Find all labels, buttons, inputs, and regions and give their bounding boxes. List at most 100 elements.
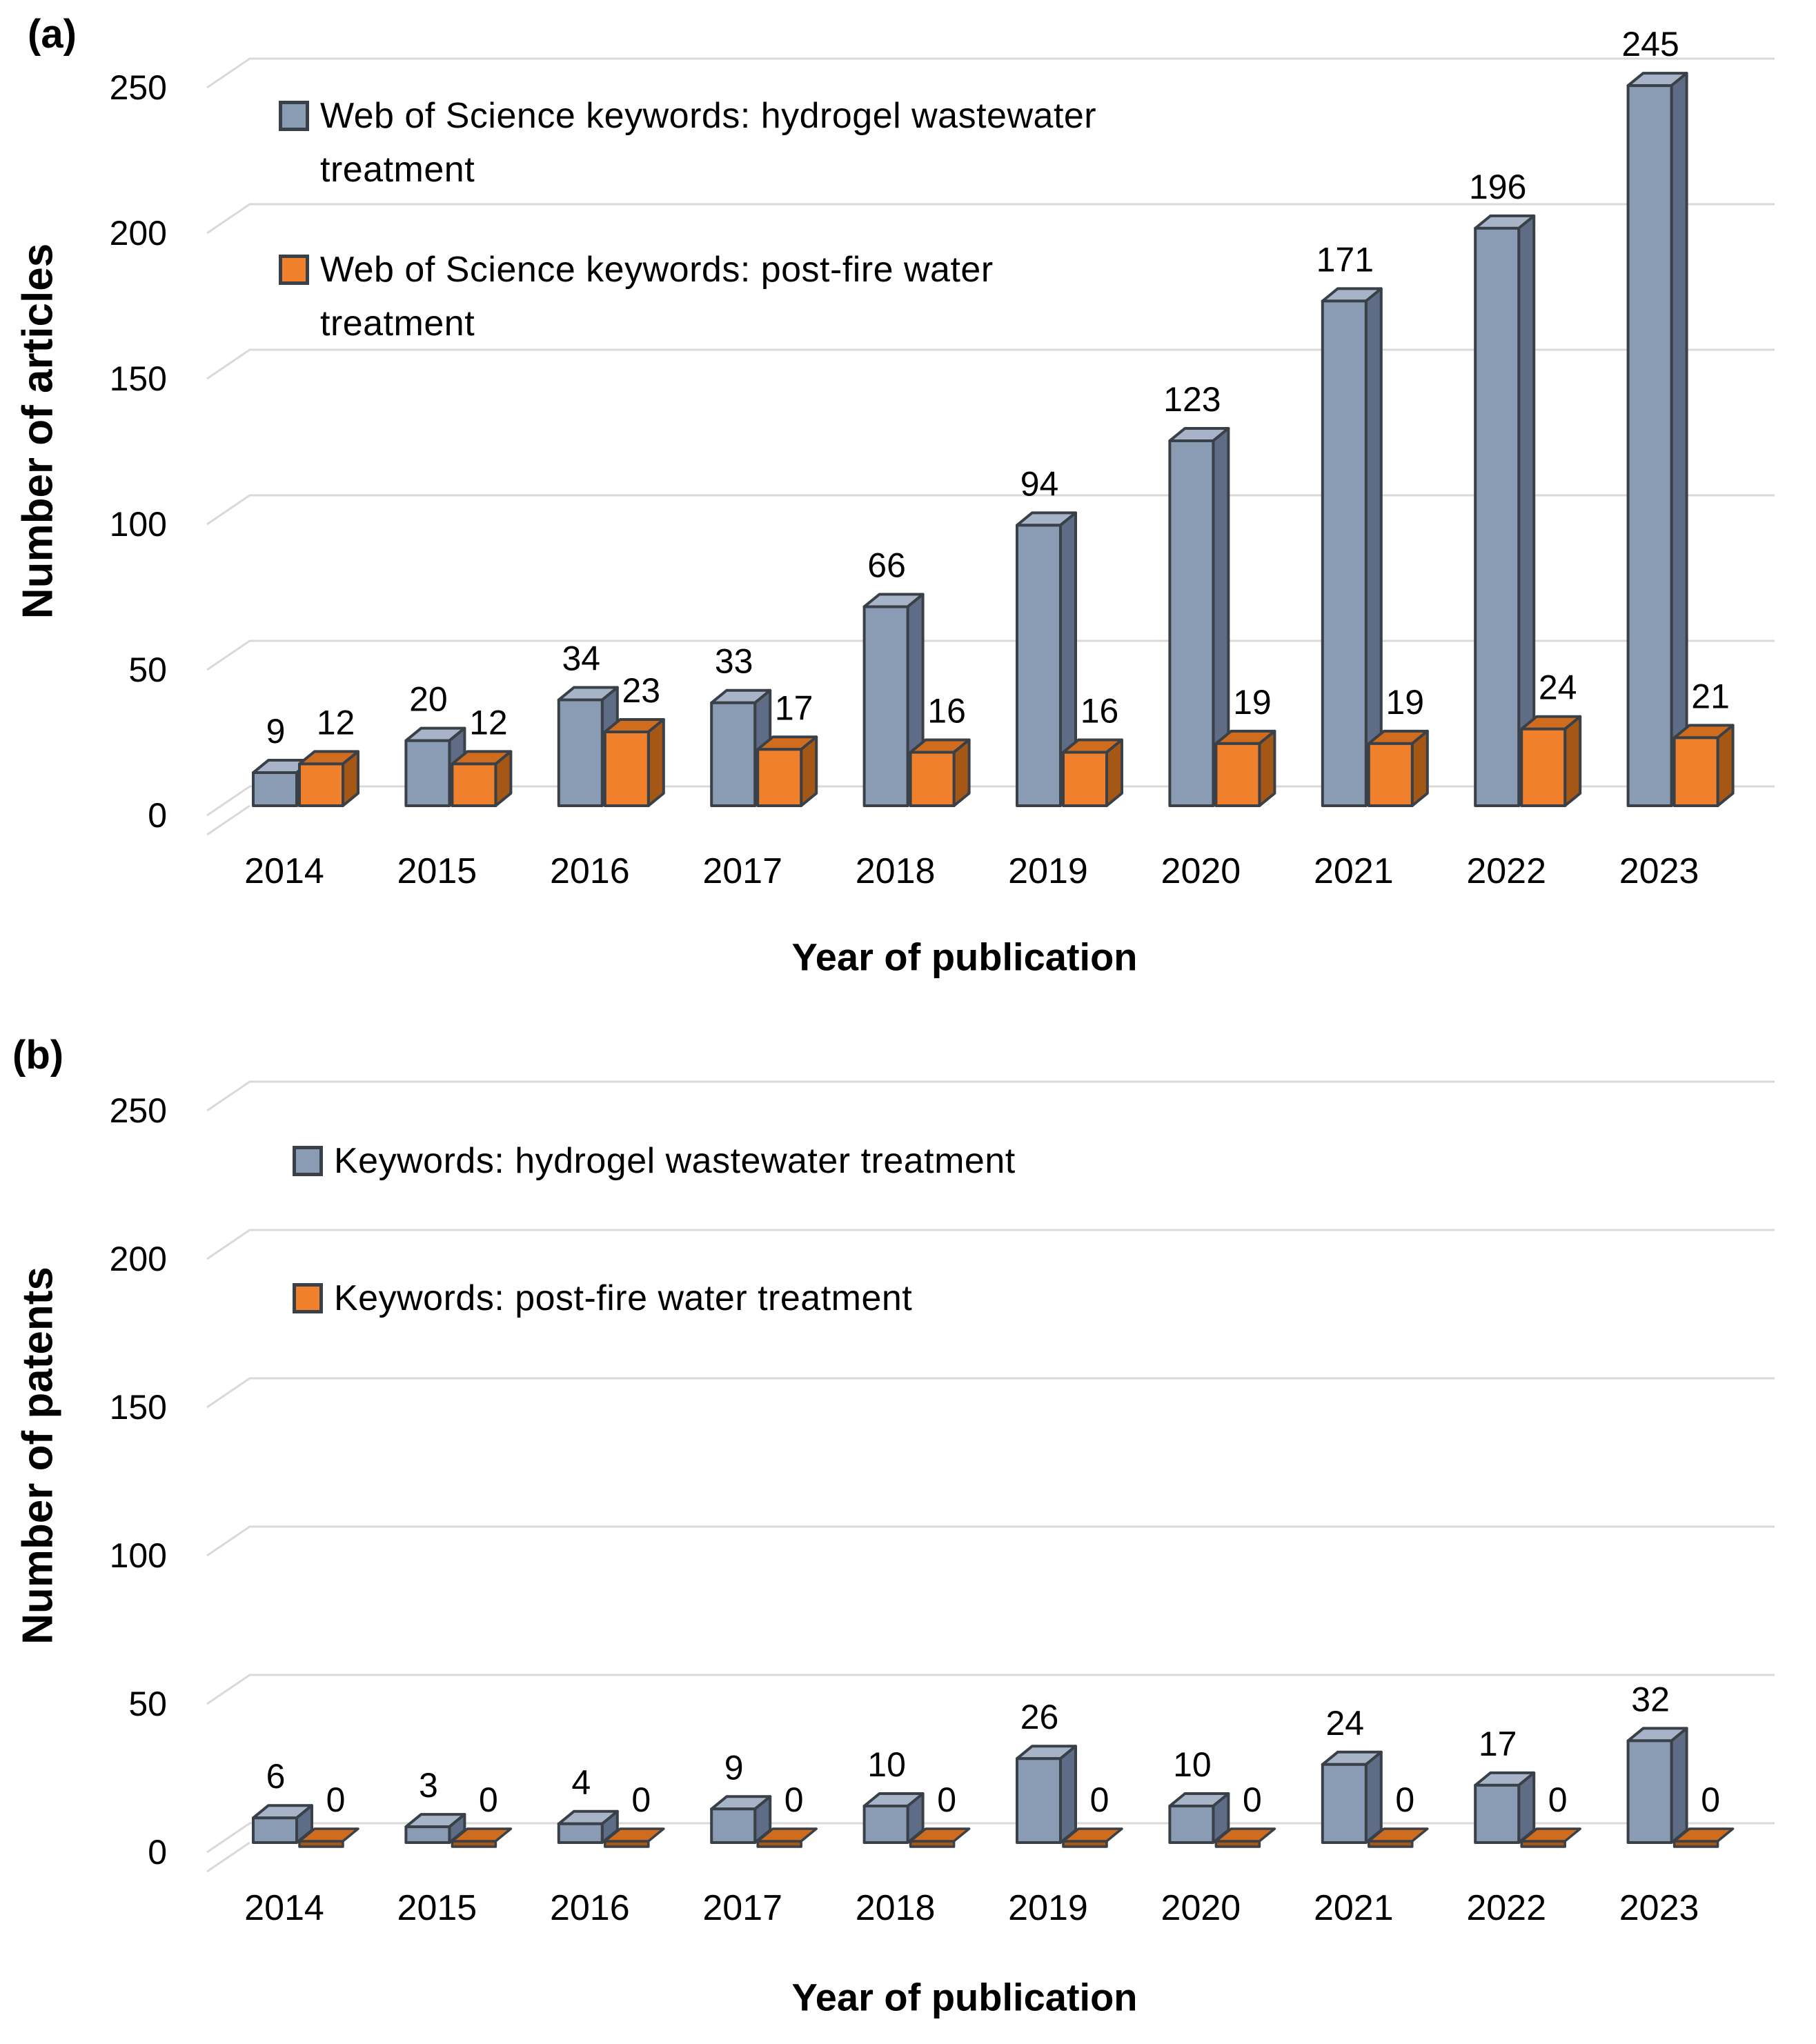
value-label: 0 [1243, 1780, 1262, 1819]
gridline-150 [206, 1377, 1775, 1409]
value-label: 19 [1385, 683, 1424, 722]
value-label: 24 [1539, 668, 1577, 707]
value-label: 6 [266, 1757, 286, 1796]
bar-orange-2015-front [451, 762, 497, 807]
bar-orange-2020-front [1214, 742, 1261, 807]
bar-blue-2023-side [1670, 72, 1688, 807]
x-category-label: 2023 [1619, 1888, 1699, 1928]
value-label: 16 [1080, 691, 1119, 730]
x-category-label: 2022 [1466, 851, 1546, 891]
y-tick-label: 100 [110, 505, 167, 544]
bar-orange-2017-side [800, 735, 818, 807]
legend-line: Keywords: post-fire water treatment [334, 1278, 913, 1318]
bar-orange-2023-front [1672, 736, 1719, 808]
y-tick-label: 50 [128, 1685, 167, 1723]
bar-blue-2015-front [404, 1825, 451, 1845]
bar-blue-2020-front [1168, 1805, 1215, 1844]
x-category-label: 2017 [702, 1888, 782, 1928]
bar-orange-2019-top [1062, 1827, 1123, 1843]
y-tick-label: 250 [110, 1091, 167, 1130]
legend-swatch-blue-icon [279, 101, 309, 131]
gridline-200 [206, 1229, 1775, 1260]
value-label: 9 [724, 1748, 744, 1787]
value-label: 123 [1163, 380, 1221, 419]
gridline-100 [206, 494, 1775, 526]
value-label: 24 [1325, 1704, 1364, 1743]
bar-blue-2016-front [557, 1822, 604, 1845]
x-category-label: 2016 [550, 1888, 630, 1928]
x-category-label: 2019 [1008, 851, 1088, 891]
value-label: 10 [867, 1745, 906, 1784]
bar-blue-2021-front [1321, 299, 1368, 807]
bar-orange-2015-top [451, 1827, 513, 1843]
bar-orange-2016-top [604, 1827, 665, 1843]
x-category-label: 2018 [856, 1888, 936, 1928]
y-tick-label: 0 [148, 796, 167, 835]
legend-label: Web of Science keywords: hydrogel wastew… [320, 89, 1096, 197]
legend-swatch-blue-icon [293, 1146, 323, 1176]
floor-edge [206, 804, 250, 836]
bar-orange-2020-top [1214, 1827, 1276, 1843]
value-label: 16 [927, 691, 966, 730]
value-label: 17 [775, 688, 813, 727]
x-category-label: 2018 [856, 851, 936, 891]
bar-orange-2021-top [1368, 1827, 1429, 1843]
value-label: 21 [1691, 677, 1730, 715]
x-category-label: 2015 [397, 1888, 477, 1928]
value-label: 0 [937, 1780, 956, 1819]
bar-orange-2018-front [909, 751, 956, 807]
bar-blue-2022-front [1474, 1783, 1521, 1844]
value-label: 196 [1469, 168, 1526, 206]
value-label: 0 [1090, 1780, 1109, 1819]
x-category-label: 2014 [244, 1888, 324, 1928]
bar-blue-2014-front [252, 1816, 298, 1844]
x-category-label: 2022 [1466, 1888, 1546, 1928]
bar-orange-2023-side [1716, 724, 1735, 807]
bar-blue-2014-front [252, 771, 298, 808]
floor-edge [206, 1841, 250, 1873]
bar-blue-2019-front [1016, 1757, 1062, 1844]
panel-b-letter: (b) [12, 1033, 64, 1078]
bar-blue-2021-side [1364, 287, 1383, 807]
y-axis-title-articles: Number of articles [14, 243, 62, 619]
value-label: 0 [1548, 1780, 1568, 1819]
x-category-label: 2021 [1314, 851, 1394, 891]
bar-orange-2018-top [909, 1827, 971, 1843]
value-label: 10 [1173, 1745, 1212, 1784]
x-category-label: 2020 [1161, 1888, 1241, 1928]
x-category-label: 2014 [244, 851, 324, 891]
legend-label: Keywords: post-fire water treatment [334, 1271, 912, 1325]
bar-orange-2020-side [1258, 729, 1276, 807]
x-category-label: 2020 [1161, 851, 1241, 891]
y-tick-label: 50 [128, 651, 167, 689]
x-axis-title-panel-a: Year of publication [791, 935, 1138, 979]
bar-blue-2023-front [1626, 84, 1673, 808]
x-category-label: 2015 [397, 851, 477, 891]
value-label: 9 [266, 712, 286, 751]
bar-blue-2022-front [1474, 226, 1521, 807]
bar-orange-2017-top [756, 1827, 818, 1843]
bar-orange-2021-front [1367, 742, 1414, 807]
value-label: 0 [631, 1780, 651, 1819]
x-category-label: 2017 [702, 851, 782, 891]
gridline-0 [206, 1822, 1775, 1854]
bar-orange-2016-front [603, 730, 650, 807]
bar-orange-2016-side [647, 717, 665, 807]
value-label: 32 [1631, 1680, 1670, 1718]
legend-item-postfire-a: Web of Science keywords: post-fire water… [279, 243, 994, 350]
value-label: 66 [867, 546, 906, 584]
value-label: 20 [409, 680, 448, 719]
value-label: 0 [1701, 1780, 1720, 1819]
bar-orange-2014-top [298, 1827, 359, 1843]
value-label: 94 [1020, 464, 1059, 503]
legend-swatch-orange-icon [279, 255, 309, 285]
bar-orange-2018-side [952, 738, 971, 807]
bar-blue-2015-front [404, 739, 451, 807]
value-label: 17 [1479, 1725, 1517, 1763]
value-label: 12 [317, 703, 355, 742]
value-label: 0 [784, 1780, 804, 1819]
gridline-50 [206, 639, 1775, 671]
bar-orange-2021-side [1410, 729, 1429, 807]
